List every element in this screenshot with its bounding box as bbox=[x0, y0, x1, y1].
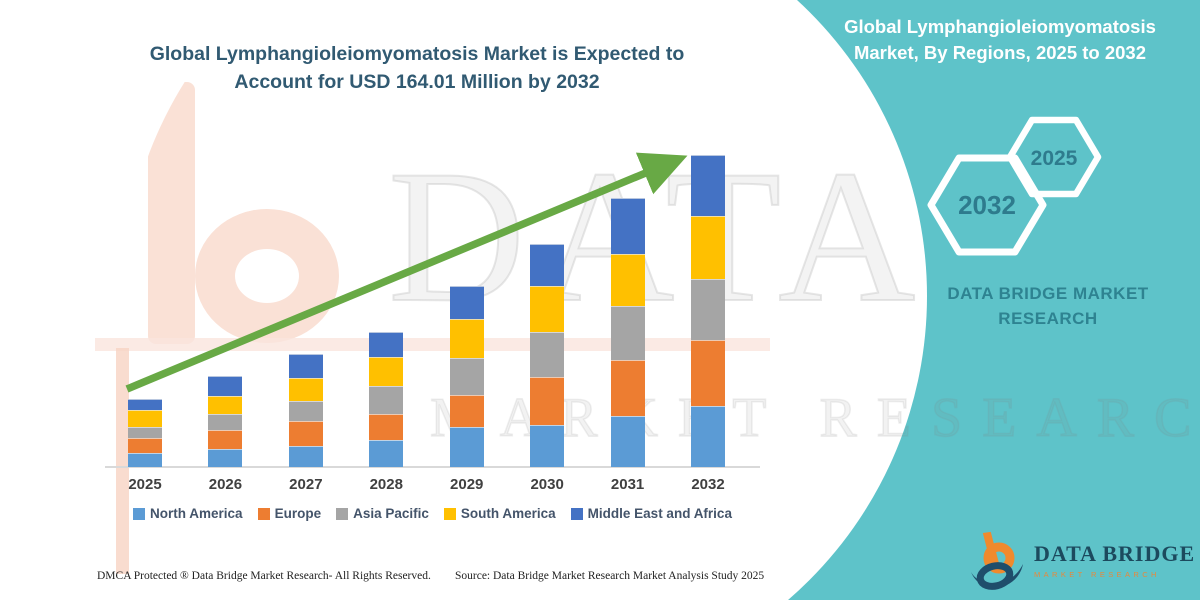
year-label-2030: 2030 bbox=[530, 476, 564, 493]
segment-asia-pacific bbox=[530, 331, 565, 378]
year-label-2026: 2026 bbox=[208, 476, 243, 493]
legend-label: Middle East and Africa bbox=[587, 506, 732, 521]
segment-south-america bbox=[449, 318, 484, 358]
segment-north-america bbox=[208, 448, 243, 467]
segment-south-america bbox=[288, 377, 323, 402]
dmca-text: DMCA Protected ® Data Bridge Market Rese… bbox=[97, 570, 431, 582]
legend-item-europe: Europe bbox=[257, 506, 322, 521]
legend-label: Europe bbox=[274, 506, 322, 521]
segment-north-america bbox=[691, 405, 725, 467]
segment-north-america bbox=[128, 452, 162, 467]
segment-north-america bbox=[530, 424, 565, 467]
year-label-2028: 2028 bbox=[369, 476, 403, 493]
segment-south-america bbox=[208, 395, 243, 414]
year-label-2027: 2027 bbox=[289, 476, 323, 493]
segment-south-america bbox=[610, 254, 645, 307]
segment-north-america bbox=[369, 440, 404, 467]
legend-swatch bbox=[133, 507, 146, 520]
bar-2025 bbox=[128, 398, 162, 467]
segment-middle-east-and-africa bbox=[691, 155, 725, 217]
legend-swatch bbox=[443, 507, 456, 520]
chart-title-line2: Account for USD 164.01 Million by 2032 bbox=[234, 71, 600, 93]
segment-middle-east-and-africa bbox=[208, 376, 243, 396]
bar-2029 bbox=[449, 285, 484, 467]
segment-europe bbox=[449, 394, 484, 428]
legend-label: North America bbox=[150, 506, 243, 521]
legend-item-north-america: North America bbox=[133, 506, 243, 521]
segment-middle-east-and-africa bbox=[530, 243, 565, 286]
segment-europe bbox=[128, 437, 162, 453]
segment-north-america bbox=[449, 427, 484, 467]
segment-asia-pacific bbox=[691, 279, 725, 340]
year-label-2025: 2025 bbox=[128, 476, 162, 493]
segment-middle-east-and-africa bbox=[369, 332, 404, 357]
segment-middle-east-and-africa bbox=[288, 354, 323, 378]
segment-asia-pacific bbox=[288, 401, 323, 422]
chart-title-line1: Global Lymphangioleiomyomatosis Market i… bbox=[149, 43, 685, 65]
segment-asia-pacific bbox=[449, 357, 484, 395]
segment-south-america bbox=[369, 356, 404, 387]
segment-europe bbox=[288, 421, 323, 446]
year-label-2032: 2032 bbox=[691, 476, 725, 493]
bar-2026 bbox=[208, 376, 243, 467]
legend-label: Asia Pacific bbox=[353, 506, 429, 521]
chart-title: Global Lymphangioleiomyomatosis Market i… bbox=[107, 40, 727, 96]
year-label-2031: 2031 bbox=[610, 476, 645, 493]
bar-2027 bbox=[288, 354, 323, 467]
segment-north-america bbox=[288, 445, 323, 467]
bar-2031 bbox=[610, 198, 645, 467]
source-text: Source: Data Bridge Market Research Mark… bbox=[455, 570, 765, 582]
segment-europe bbox=[610, 360, 645, 417]
legend-label: South America bbox=[460, 506, 556, 521]
segment-europe bbox=[691, 339, 725, 406]
segment-asia-pacific bbox=[610, 306, 645, 361]
segment-asia-pacific bbox=[369, 386, 404, 415]
bar-2030 bbox=[530, 243, 565, 467]
legend-swatch bbox=[570, 507, 583, 520]
legend-item-middle-east-and-africa: Middle East and Africa bbox=[570, 506, 732, 521]
legend-swatch bbox=[257, 507, 270, 520]
segment-asia-pacific bbox=[208, 413, 243, 430]
segment-south-america bbox=[691, 216, 725, 280]
segment-middle-east-and-africa bbox=[449, 285, 484, 319]
segment-asia-pacific bbox=[128, 426, 162, 438]
bar-2032 bbox=[691, 155, 725, 467]
year-label-2029: 2029 bbox=[450, 476, 484, 493]
segment-europe bbox=[530, 377, 565, 425]
segment-middle-east-and-africa bbox=[128, 398, 162, 411]
legend-swatch bbox=[336, 507, 349, 520]
legend-item-south-america: South America bbox=[443, 506, 556, 521]
segment-south-america bbox=[128, 410, 162, 427]
x-axis-line bbox=[105, 466, 760, 468]
watermark-peach-strip bbox=[116, 348, 129, 574]
segment-south-america bbox=[530, 285, 565, 332]
chart-legend: North America Europe Asia Pacific South Ame… bbox=[95, 506, 770, 521]
segment-middle-east-and-africa bbox=[610, 198, 645, 255]
legend-item-asia-pacific: Asia Pacific bbox=[336, 506, 429, 521]
bar-2028 bbox=[369, 332, 404, 467]
segment-north-america bbox=[610, 416, 645, 467]
segment-europe bbox=[208, 429, 243, 449]
segment-europe bbox=[369, 414, 404, 440]
